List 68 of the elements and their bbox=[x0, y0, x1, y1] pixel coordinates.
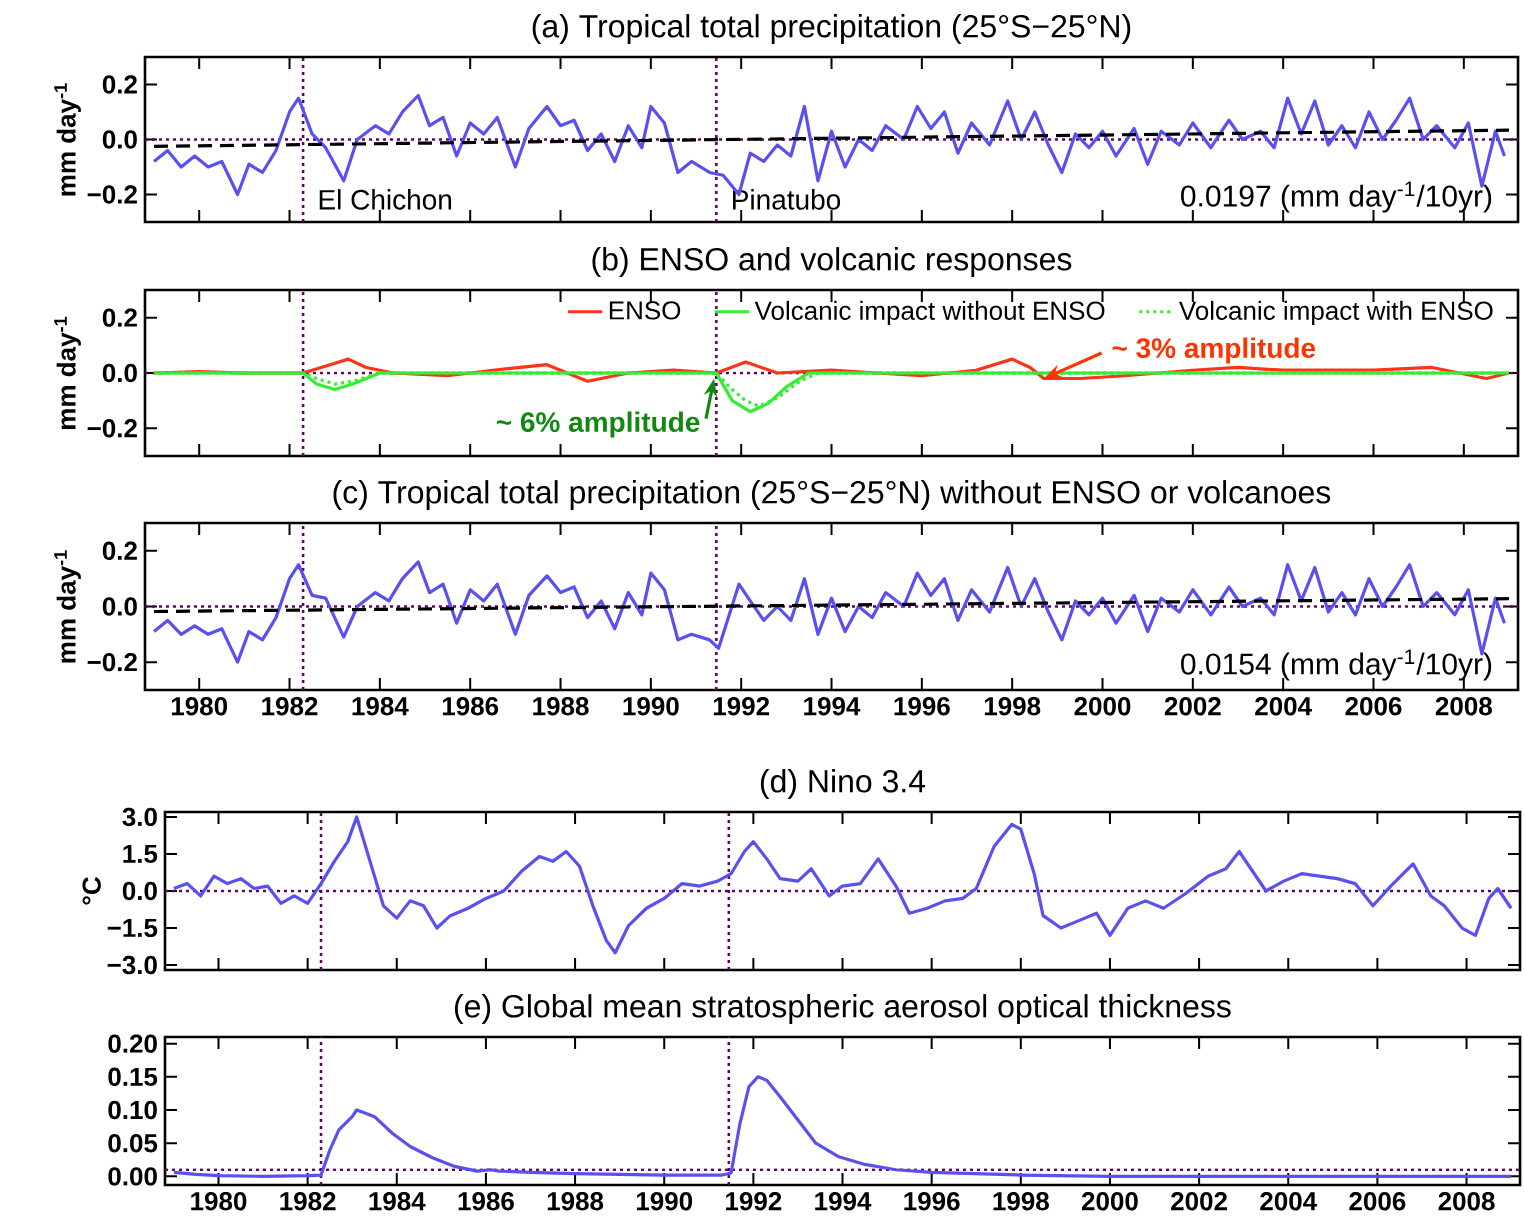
x-tick-label: 2008 bbox=[1438, 1192, 1495, 1211]
x-tick-label: 1992 bbox=[713, 697, 770, 716]
y-tick-label: 0.05 bbox=[108, 1133, 158, 1153]
y-tick-label: −3.0 bbox=[107, 955, 157, 975]
y-axis-title: mm day$^{-1}$ bbox=[54, 83, 81, 196]
x-tick-label: 1984 bbox=[369, 1192, 426, 1211]
x-tick-label: 1988 bbox=[533, 697, 589, 716]
x-tick-label: 1988 bbox=[547, 1192, 604, 1211]
annotation: 0.0197 (mm day$^{-1}$/10yr) bbox=[1181, 181, 1492, 213]
y-tick-label: 0.00 bbox=[108, 1167, 157, 1186]
y-tick-label: 0.20 bbox=[108, 1034, 157, 1053]
x-tick-label: 2008 bbox=[1435, 697, 1492, 716]
x-tick-label: 1994 bbox=[815, 1192, 872, 1211]
y-axis-title: °C bbox=[82, 877, 101, 905]
x-tick-label: 2004 bbox=[1260, 1192, 1318, 1211]
annotation: ~ 6% amplitude bbox=[496, 411, 700, 438]
x-tick-label: 2000 bbox=[1081, 1192, 1138, 1211]
x-tick-label: 1996 bbox=[894, 697, 950, 716]
x-tick-label: 1980 bbox=[191, 1192, 247, 1211]
x-tick-label: 1984 bbox=[352, 697, 409, 716]
y-tick-label: 0.0 bbox=[102, 597, 137, 616]
x-tick-label: 1982 bbox=[280, 1192, 336, 1211]
x-tick-label: 2004 bbox=[1255, 697, 1312, 716]
x-tick-label: 1992 bbox=[726, 1192, 782, 1211]
legend-label: Volcanic impact with ENSO bbox=[1179, 300, 1493, 326]
y-axis-title: mm day$^{-1}$ bbox=[54, 550, 81, 663]
y-tick-label: 0.0 bbox=[122, 881, 157, 901]
y-axis-title: mm day$^{-1}$ bbox=[54, 316, 81, 429]
chart-title: (a) Tropical total precipitation (25°S−25°N) bbox=[532, 14, 1131, 44]
legend-label: Volcanic impact without ENSO bbox=[754, 300, 1105, 326]
chart-title: (b) ENSO and volcanic responses bbox=[592, 247, 1072, 277]
y-tick-label: 0.15 bbox=[108, 1067, 158, 1087]
x-tick-label: 2000 bbox=[1074, 697, 1131, 716]
x-tick-label: 1998 bbox=[993, 1192, 1049, 1211]
chart-title: (c) Tropical total precipitation (25°S−25°N) without ENSO or volcanoes bbox=[333, 480, 1331, 510]
x-tick-label: 2002 bbox=[1164, 697, 1221, 716]
x-tick-label: 1994 bbox=[804, 697, 861, 716]
x-tick-label: 1986 bbox=[458, 1192, 514, 1211]
y-tick-label: 0.2 bbox=[102, 308, 137, 327]
y-tick-label: 3.0 bbox=[122, 807, 157, 827]
x-tick-label: 1990 bbox=[636, 1192, 693, 1211]
annotation: 0.0154 (mm day$^{-1}$/10yr) bbox=[1181, 649, 1492, 681]
y-tick-label: −0.2 bbox=[87, 652, 137, 672]
y-tick-label: 0.0 bbox=[102, 363, 137, 383]
y-tick-label: 0.2 bbox=[102, 541, 137, 561]
chart-title: (d) Nino 3.4 bbox=[760, 769, 926, 799]
x-tick-label: 2002 bbox=[1171, 1192, 1227, 1211]
x-tick-label: 1996 bbox=[904, 1192, 960, 1211]
x-tick-label: 1980 bbox=[171, 697, 228, 716]
x-tick-label: 1986 bbox=[442, 697, 499, 716]
y-tick-label: 0.2 bbox=[102, 75, 137, 94]
x-tick-label: 2006 bbox=[1349, 1192, 1406, 1211]
x-tick-label: 1990 bbox=[623, 697, 679, 716]
x-tick-label: 1982 bbox=[262, 697, 318, 716]
chart-title: (e) Global mean stratospheric aerosol optical thickness bbox=[454, 994, 1231, 1024]
y-tick-label: 1.5 bbox=[123, 844, 158, 864]
y-tick-label: −0.2 bbox=[87, 419, 137, 438]
ref-line-label: El Chichon bbox=[319, 189, 452, 210]
y-tick-label: 0.10 bbox=[108, 1100, 157, 1120]
x-tick-label: 2006 bbox=[1345, 697, 1402, 716]
y-tick-label: 0.0 bbox=[102, 130, 137, 149]
y-tick-label: −1.5 bbox=[107, 918, 158, 938]
line-series bbox=[172, 815, 1513, 955]
x-tick-label: 1998 bbox=[984, 697, 1041, 716]
y-tick-label: −0.2 bbox=[87, 185, 137, 204]
ref-line-label: Pinatubo bbox=[733, 189, 841, 210]
legend-label: ENSO bbox=[609, 301, 681, 320]
annotation: ~ 3% amplitude bbox=[1112, 337, 1316, 364]
